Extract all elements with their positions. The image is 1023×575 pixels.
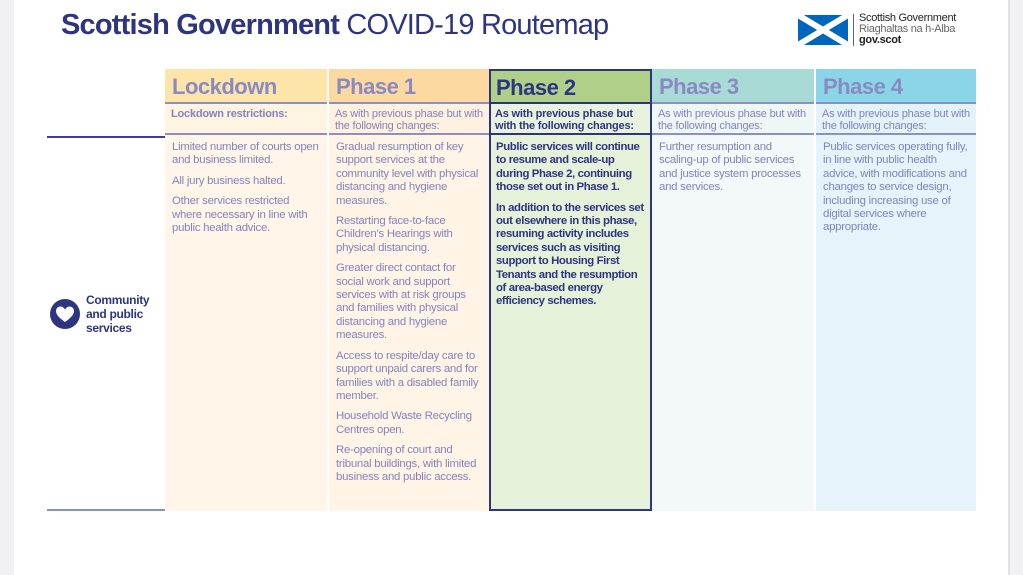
- list-item: Limited number of courts open and busine…: [172, 141, 319, 167]
- column-body: Public services will continue to resume …: [491, 135, 650, 309]
- title-bold: Scottish Government: [61, 9, 340, 41]
- column-header: Phase 3: [652, 69, 814, 102]
- logo-line2: Riaghaltas na h-Alba: [859, 23, 956, 35]
- heart-icon: [50, 299, 80, 329]
- list-item: Greater direct contact for social work a…: [336, 262, 466, 342]
- column-phase-4: Phase 4 As with previous phase but with …: [814, 69, 976, 511]
- list-item: Access to respite/day care to support un…: [336, 349, 479, 402]
- row-top-divider: [47, 136, 165, 138]
- list-item: Gradual resumption of key support servic…: [336, 141, 479, 207]
- list-item: Other services restricted where necessar…: [172, 195, 308, 235]
- list-item: All jury business halted.: [172, 174, 286, 187]
- column-phase-3: Phase 3 As with previous phase but with …: [652, 69, 814, 511]
- row-label-line: Community: [86, 293, 150, 307]
- column-body: Gradual resumption of key support servic…: [329, 135, 489, 484]
- column-phase-2: Phase 2 As with previous phase but with …: [489, 69, 652, 511]
- column-body: Further resumption and scaling-up of pub…: [652, 135, 814, 195]
- list-item: Restarting face-to-face Children’s Heari…: [336, 215, 453, 254]
- column-body: Public services operating fully, in line…: [816, 135, 976, 235]
- row-label-line: services: [86, 321, 132, 335]
- logo-line1: Scottish Government: [859, 12, 957, 24]
- list-item: In addition to the services set out else…: [496, 201, 644, 308]
- logo-divider: [853, 13, 854, 46]
- saltire-flag-icon: [798, 14, 848, 45]
- column-phase-1: Phase 1 As with previous phase but with …: [327, 69, 489, 511]
- list-item: Public services will continue to resume …: [496, 141, 640, 194]
- row-label-line: and public: [86, 307, 144, 321]
- title-light: COVID-19 Routemap: [346, 9, 609, 41]
- list-item: Re-opening of court and tribunal buildin…: [336, 444, 477, 483]
- column-header: Lockdown: [165, 69, 327, 102]
- column-subheader: As with previous phase but with the foll…: [329, 102, 489, 135]
- logo-line3: gov.scot: [859, 34, 902, 46]
- list-item: Household Waste Recycling Centres open.: [336, 410, 472, 436]
- list-item: Further resumption and scaling-up of pub…: [659, 141, 801, 194]
- column-subheader: As with previous phase but with the foll…: [816, 102, 976, 135]
- column-subheader: Lockdown restrictions:: [165, 102, 327, 135]
- row-label-community-public-services: Community and public services: [50, 293, 150, 335]
- scottish-government-logo: Scottish Government Riaghaltas na h-Alba…: [798, 13, 956, 46]
- column-header: Phase 2: [491, 71, 650, 102]
- column-subheader: As with previous phase but with the foll…: [652, 102, 814, 135]
- column-header: Phase 1: [329, 69, 489, 102]
- logo-text: Scottish Government Riaghaltas na h-Alba…: [859, 13, 956, 46]
- column-lockdown: Lockdown Lockdown restrictions: Limited …: [165, 69, 327, 511]
- column-body: Limited number of courts open and busine…: [165, 135, 327, 235]
- page-title: Scottish Government COVID-19 Routemap: [61, 9, 609, 42]
- column-subheader: As with previous phase but with the foll…: [491, 102, 650, 135]
- list-item: Public services operating fully, in line…: [823, 141, 968, 234]
- column-header: Phase 4: [816, 69, 976, 102]
